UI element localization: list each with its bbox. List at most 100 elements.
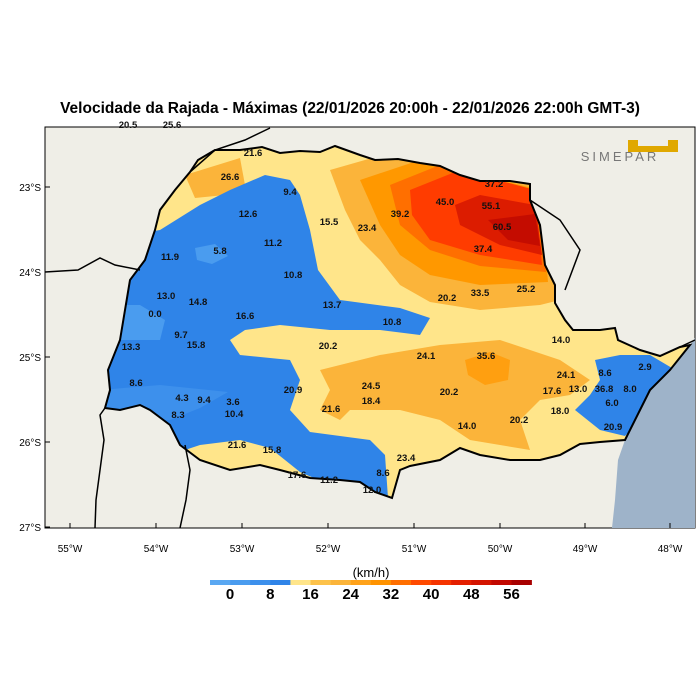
colorbar-segment [330, 580, 351, 585]
lon-tick-label: 49°W [573, 544, 598, 555]
station-value-label: 60.5 [493, 222, 512, 233]
lon-tick-label: 50°W [488, 544, 513, 555]
station-value-label: 11.2 [264, 238, 282, 249]
station-value-label: 23.4 [397, 453, 416, 464]
lat-tick-label: 23°S [19, 183, 41, 194]
station-value-label: 10.4 [225, 409, 244, 420]
station-value-label: 55.1 [482, 201, 501, 212]
station-value-label: 16.6 [236, 311, 255, 322]
colorbar-label: 56 [503, 586, 520, 603]
station-value-label: 8.6 [129, 378, 142, 389]
station-value-label: 18.4 [362, 396, 381, 407]
station-value-label: 15.8 [187, 340, 206, 351]
colorbar: (km/h) 0 8 16 24 32 40 48 56 [210, 565, 532, 603]
station-value-label: 20.2 [510, 415, 529, 426]
station-value-label: 25.6 [163, 120, 182, 131]
station-value-label: 18.0 [551, 406, 570, 417]
station-value-label: 8.6 [376, 468, 389, 479]
station-value-label: 24.5 [362, 381, 381, 392]
colorbar-segment [350, 580, 372, 585]
ocean [612, 338, 695, 528]
station-value-label: 5.8 [213, 246, 226, 257]
station-value-label: 17.6 [543, 386, 562, 397]
station-value-label: 12.6 [239, 209, 258, 220]
colorbar-segment [451, 580, 472, 585]
station-value-label: 9.7 [174, 330, 187, 341]
station-value-label: 8.3 [171, 410, 184, 421]
colorbar-segment [210, 580, 231, 585]
station-value-label: 33.5 [471, 288, 490, 299]
lat-tick-label: 25°S [19, 353, 41, 364]
station-value-label: 13.3 [122, 342, 141, 353]
neighbor-borders [44, 127, 696, 529]
station-value-label: 9.4 [197, 395, 211, 406]
lon-tick-label: 55°W [58, 544, 83, 555]
colorbar-segment [431, 580, 452, 585]
station-value-label: 39.2 [391, 209, 410, 220]
station-value-label: 20.2 [440, 387, 459, 398]
contour-20-28 [320, 340, 590, 450]
colorbar-label: 0 [226, 586, 234, 603]
colorbar-label: 16 [302, 586, 319, 603]
contour-56-60 [488, 214, 540, 246]
lon-tick-label: 48°W [658, 544, 683, 555]
station-value-label: 14.8 [189, 297, 208, 308]
colorbar-segment [230, 580, 251, 585]
colorbar-segment [471, 580, 492, 585]
contour-low-5 [195, 244, 228, 264]
station-value-label: 3.6 [226, 397, 239, 408]
station-value-label: 21.6 [228, 440, 247, 451]
parana-border [103, 144, 693, 500]
station-value-label: 13.0 [569, 384, 588, 395]
lon-tick-label: 51°W [402, 544, 427, 555]
colorbar-segment [511, 580, 532, 585]
station-value-label: 23.4 [358, 223, 377, 234]
lat-tick-label: 24°S [19, 268, 41, 279]
station-value-label: 21.6 [322, 404, 341, 415]
contour-0-16-coast [575, 355, 672, 436]
station-value-label: 4.3 [175, 393, 188, 404]
station-labels: 20.5 25.6 21.6 26.6 9.4 12.6 15.5 23.4 39.2 45.0 3… [119, 120, 652, 496]
station-value-label: 25.2 [517, 284, 536, 295]
colorbar-segment [411, 580, 432, 585]
colorbar-segment [310, 580, 331, 585]
station-value-label: 24.1 [557, 370, 576, 381]
contour-0-16-west [105, 175, 430, 498]
station-value-label: 8.6 [598, 368, 611, 379]
latitude-axis: 23°S 24°S 25°S 26°S 27°S [19, 183, 50, 534]
station-value-label: 15.8 [263, 445, 282, 456]
station-value-label: 12.0 [363, 485, 382, 496]
lon-tick-label: 54°W [144, 544, 169, 555]
contour-20-28-north [185, 158, 245, 198]
station-value-label: 14.0 [552, 335, 571, 346]
logo-text: SIMEPAR [581, 149, 660, 164]
station-value-label: 2.9 [638, 362, 651, 373]
lat-tick-label: 27°S [19, 523, 41, 534]
station-value-label: 9.4 [283, 187, 297, 198]
station-value-label: 20.2 [438, 293, 457, 304]
colorbar-label: 40 [423, 586, 440, 603]
contour-28-32 [465, 352, 510, 385]
station-value-label: 11.9 [161, 252, 179, 263]
colorbar-segment [290, 580, 311, 585]
station-value-label: 10.8 [284, 270, 303, 281]
station-value-label: 24.1 [417, 351, 436, 362]
station-value-label: 20.9 [604, 422, 623, 433]
station-value-label: 36.8 [595, 384, 614, 395]
station-value-label: 10.8 [383, 317, 402, 328]
colorbar-unit: (km/h) [353, 565, 390, 580]
station-value-label: 45.0 [436, 197, 455, 208]
station-value-label: 0.0 [148, 309, 161, 320]
colorbar-segment [270, 580, 291, 585]
lat-tick-label: 26°S [19, 438, 41, 449]
colorbar-label: 32 [383, 586, 400, 603]
colorbar-segment [491, 580, 512, 585]
station-value-label: 37.4 [474, 244, 493, 255]
station-value-label: 13.0 [157, 291, 176, 302]
simepar-logo: SIMEPAR [581, 140, 678, 164]
station-value-label: 20.9 [284, 385, 303, 396]
station-value-label: 26.6 [221, 172, 240, 183]
station-value-label: 37.2 [485, 179, 504, 190]
colorbar-segment [390, 580, 412, 585]
station-value-label: 8.0 [623, 384, 636, 395]
